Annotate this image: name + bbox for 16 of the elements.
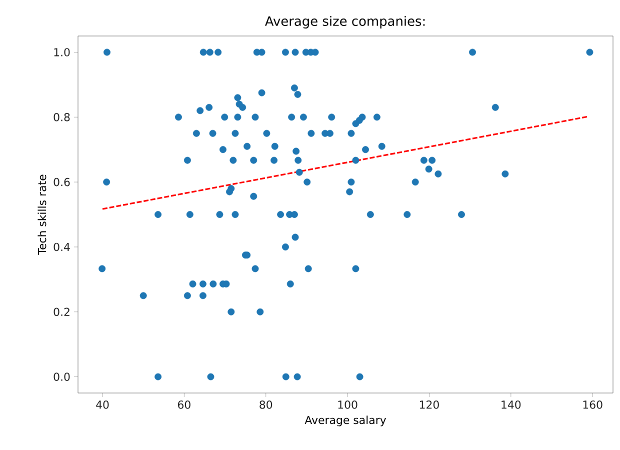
x-tick-label: 40 — [96, 400, 109, 409]
y-axis-title: Tech skills rate — [38, 174, 46, 255]
y-tick-label: 0.6 — [54, 178, 70, 186]
y-tick-label: 0.8 — [54, 113, 70, 122]
y-tick-label: 0.0 — [54, 372, 70, 381]
y-tick-label: 0.4 — [54, 242, 70, 252]
y-tick-label: 1.0 — [54, 48, 70, 56]
x-axis-title: Average salary — [304, 416, 386, 426]
x-tick-label: 160 — [583, 400, 602, 409]
x-tick-label: 140 — [502, 400, 521, 409]
x-tick-label: 100 — [338, 400, 358, 409]
y-tick-label: 0.2 — [54, 308, 70, 316]
x-tick-label: 120 — [420, 400, 439, 409]
x-tick-label: 60 — [178, 400, 190, 409]
x-tick-label: 80 — [260, 400, 272, 409]
chart-title: Average size companies: — [264, 16, 425, 28]
